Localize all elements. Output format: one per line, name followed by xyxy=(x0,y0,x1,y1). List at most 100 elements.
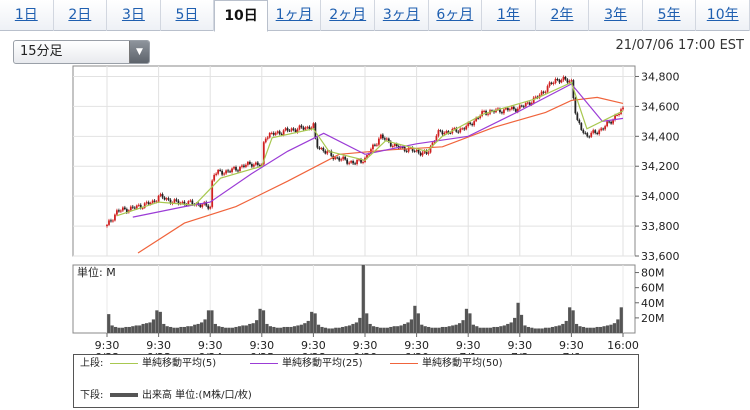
candle-body xyxy=(143,203,146,208)
interval-select-value: 15分足 xyxy=(20,44,63,59)
price-tick-label: 34,600 xyxy=(641,100,680,113)
candle-body xyxy=(413,151,416,153)
candle-body xyxy=(165,198,168,200)
volume-bar xyxy=(303,323,307,333)
candle-body xyxy=(479,115,482,119)
candle-body xyxy=(372,144,374,150)
candle-body xyxy=(376,144,378,146)
price-tick-label: 34,800 xyxy=(641,70,680,83)
candle-body xyxy=(582,129,585,133)
sma50-swatch xyxy=(390,362,418,364)
candle-body xyxy=(594,130,597,133)
volume-bar xyxy=(165,326,169,333)
volume-bar xyxy=(378,327,383,333)
volume-bar xyxy=(299,324,303,333)
candle-body xyxy=(429,146,432,153)
legend-upper-row: 上段: 単純移動平均(5) 単純移動平均(25) 単純移動平均(50) xyxy=(80,357,503,371)
x-tick-time-label: 9:30 xyxy=(404,339,429,352)
candle-body xyxy=(300,125,303,128)
candle-body xyxy=(108,220,110,225)
x-tick-date-label: 6/29 xyxy=(353,351,378,354)
candle-body xyxy=(262,142,265,165)
volume-bar xyxy=(217,326,221,333)
tab-11[interactable]: 2年 xyxy=(536,0,590,31)
price-tick-label: 34,400 xyxy=(641,130,680,143)
candle-body xyxy=(153,200,156,202)
volume-bar xyxy=(530,327,534,333)
volume-bar xyxy=(495,326,500,333)
tab-6[interactable]: 1ヶ月 xyxy=(268,0,322,31)
candle-body xyxy=(455,128,458,132)
candle-body xyxy=(560,80,563,83)
volume-bar xyxy=(200,322,204,333)
price-tick-label: 34,200 xyxy=(641,160,680,173)
candle-body xyxy=(506,108,509,111)
candle-body xyxy=(501,112,503,114)
volume-bar xyxy=(516,302,520,333)
tab-13[interactable]: 5年 xyxy=(643,0,697,31)
volume-bar xyxy=(599,326,603,333)
volume-bar xyxy=(523,325,527,333)
candle-body xyxy=(237,170,239,172)
volume-bar xyxy=(296,325,300,333)
candle-body xyxy=(118,210,120,212)
tab-5[interactable]: 10日 xyxy=(214,0,268,32)
volume-bar xyxy=(478,327,482,333)
tab-8[interactable]: 3ヶ月 xyxy=(375,0,429,31)
tab-7[interactable]: 2ヶ月 xyxy=(321,0,375,31)
tab-2[interactable]: 2日 xyxy=(54,0,108,31)
candle-body xyxy=(191,200,194,205)
candle-body xyxy=(377,138,380,145)
volume-bar xyxy=(241,325,245,333)
volume-bar xyxy=(444,326,448,333)
tab-14[interactable]: 10年 xyxy=(696,0,750,31)
tab-4[interactable]: 5日 xyxy=(161,0,215,31)
volume-bar xyxy=(117,327,121,333)
x-tick-time-label: 9:30 xyxy=(95,339,120,352)
volume-bar xyxy=(268,326,272,333)
candle-body xyxy=(528,102,531,105)
chevron-down-icon[interactable]: ▼ xyxy=(129,41,149,63)
candle-body xyxy=(584,132,587,134)
candle-body xyxy=(304,127,307,130)
volume-bar xyxy=(320,326,324,333)
candle-body xyxy=(586,133,589,137)
candle-body xyxy=(530,102,533,105)
volume-bar xyxy=(451,325,455,333)
tab-9[interactable]: 6ヶ月 xyxy=(429,0,483,31)
price-tick-label: 33,600 xyxy=(641,250,680,263)
legend-lower-label: 下段: xyxy=(80,390,104,401)
volume-tick-label: 40M xyxy=(641,297,665,310)
volume-bar xyxy=(427,326,431,333)
candle-body xyxy=(483,110,485,112)
x-tick-date-label: 6/30 xyxy=(404,351,429,354)
tab-12[interactable]: 3年 xyxy=(589,0,643,31)
candle-body xyxy=(401,146,404,148)
candle-body xyxy=(145,202,148,204)
candle-body xyxy=(431,142,434,147)
candle-body xyxy=(387,138,390,142)
interval-select[interactable]: 15分足 ▼ xyxy=(13,40,150,64)
candle-body xyxy=(149,202,152,205)
x-tick-time-label: 16:00 xyxy=(607,339,639,352)
candle-body xyxy=(223,173,225,175)
volume-bar xyxy=(519,314,524,333)
volume-bar xyxy=(526,326,530,333)
volume-bar xyxy=(413,305,417,333)
candle-body xyxy=(463,128,466,130)
volume-bar xyxy=(578,326,582,333)
candle-body xyxy=(175,199,178,201)
candle-body xyxy=(518,105,521,109)
volume-bar xyxy=(316,324,321,333)
tab-10[interactable]: 1年 xyxy=(482,0,536,31)
candle-body xyxy=(362,162,364,164)
candle-body xyxy=(578,119,581,124)
tab-3[interactable]: 3日 xyxy=(107,0,161,31)
volume-bar xyxy=(131,326,135,333)
candle-body xyxy=(570,80,573,82)
volume-bar xyxy=(227,327,231,333)
volume-bar xyxy=(544,327,548,333)
tab-1[interactable]: 1日 xyxy=(0,0,54,31)
candle-body xyxy=(213,174,216,181)
candle-body xyxy=(290,128,293,131)
